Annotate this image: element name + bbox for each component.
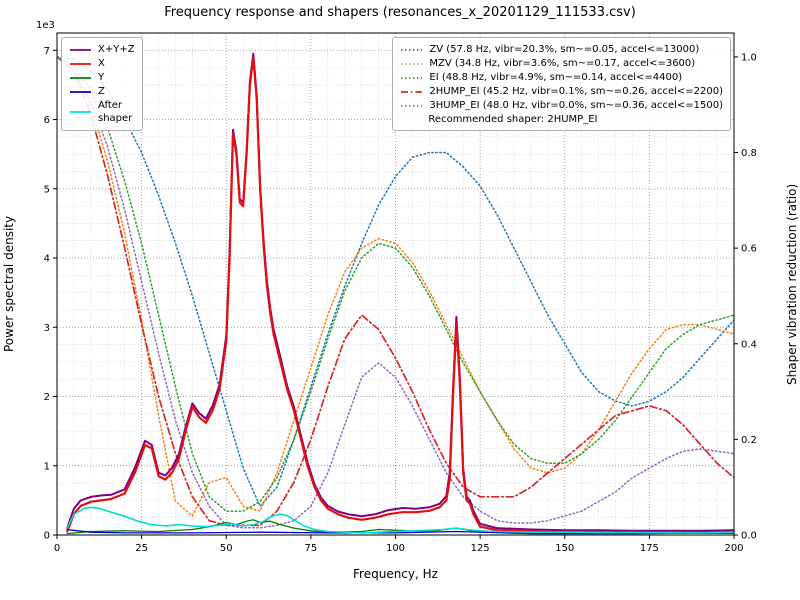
x-tick-label: 175 — [640, 543, 659, 554]
y-right-tick-label: 1.0 — [741, 52, 757, 63]
legend-line-sample — [401, 90, 423, 93]
recommended-shaper-note: Recommended shaper: 2HUMP_EI — [428, 114, 598, 125]
y-left-tick-label: 2 — [44, 392, 50, 403]
y-axis-right-label: Shaper vibration reduction (ratio) — [785, 183, 799, 385]
legend-line-sample — [401, 62, 423, 65]
x-tick-label: 50 — [220, 543, 233, 554]
series-mzv — [57, 56, 734, 517]
x-tick-label: 150 — [555, 543, 574, 554]
legend-label: MZV (34.8 Hz, vibr=3.6%, sm~=0.17, accel… — [429, 58, 696, 69]
x-tick-label: 200 — [724, 543, 743, 554]
y-right-tick-label: 0.4 — [741, 339, 757, 350]
legend-line-sample — [70, 62, 91, 65]
legend-label: X+Y+Z — [98, 44, 135, 55]
psd-legend: X+Y+Z X Y Z After shaper — [61, 37, 143, 131]
series-zv — [57, 56, 734, 508]
legend-line-sample — [401, 76, 423, 79]
y-axis-offset-label: 1e3 — [36, 20, 55, 31]
y-left-tick-label: 7 — [44, 46, 50, 57]
series-z — [66, 528, 734, 535]
legend-item: X — [69, 57, 135, 70]
legend-label: EI (48.8 Hz, vibr=4.9%, sm~=0.14, accel<… — [429, 72, 683, 83]
chart-title: Frequency response and shapers (resonanc… — [164, 5, 636, 20]
legend-item: EI (48.8 Hz, vibr=4.9%, sm~=0.14, accel<… — [400, 71, 723, 84]
legend-line-sample — [70, 76, 91, 79]
legend-item: After shaper — [69, 99, 135, 125]
legend-item: Z — [69, 85, 135, 98]
y-left-tick-label: 1 — [44, 461, 50, 472]
legend-line-sample — [70, 48, 91, 51]
y-left-tick-label: 3 — [44, 323, 50, 334]
y-left-tick-label: 0 — [44, 531, 50, 542]
legend-label: ZV (57.8 Hz, vibr=20.3%, sm~=0.05, accel… — [429, 44, 700, 55]
legend-item: 2HUMP_EI (45.2 Hz, vibr=0.1%, sm~=0.26, … — [400, 85, 723, 98]
x-tick-label: 25 — [135, 543, 148, 554]
legend-item: Y — [69, 71, 135, 84]
legend-label: 3HUMP_EI (48.0 Hz, vibr=0.0%, sm~=0.36, … — [429, 100, 723, 111]
legend-item: 3HUMP_EI (48.0 Hz, vibr=0.0%, sm~=0.36, … — [400, 99, 723, 112]
series-3hump_ei — [57, 56, 734, 529]
tick-layer: 0 25 50 75 100 125 150 175 200 0 1 2 3 4 5 6 7 0.0 0.2 0.4 0… — [44, 46, 757, 554]
legend-item: MZV (34.8 Hz, vibr=3.6%, sm~=0.17, accel… — [400, 57, 723, 70]
x-tick-label: 75 — [305, 543, 318, 554]
x-axis-label: Frequency, Hz — [353, 567, 438, 581]
y-right-tick-label: 0.6 — [741, 244, 757, 255]
legend-item: ZV (57.8 Hz, vibr=20.3%, sm~=0.05, accel… — [400, 43, 723, 56]
legend-line-sample — [70, 90, 91, 93]
series-layer — [57, 52, 734, 535]
legend-label: After shaper — [98, 100, 133, 124]
y-right-tick-label: 0.0 — [741, 531, 757, 542]
legend-line-sample — [401, 104, 423, 107]
legend-line-sample — [70, 111, 91, 113]
series-2hump_ei — [57, 56, 734, 527]
legend-label: X — [98, 58, 105, 69]
y-right-tick-label: 0.8 — [741, 148, 757, 159]
y-axis-left-label: Power spectral density — [2, 215, 16, 353]
legend-line-sample — [401, 48, 423, 51]
legend-label: Z — [98, 86, 105, 97]
y-left-tick-label: 5 — [44, 184, 50, 195]
y-left-tick-label: 4 — [44, 254, 50, 265]
legend-label: Y — [98, 72, 105, 83]
legend-label: 2HUMP_EI (45.2 Hz, vibr=0.1%, sm~=0.26, … — [429, 86, 723, 97]
y-right-tick-label: 0.2 — [741, 435, 757, 446]
series-ei — [57, 56, 734, 512]
x-tick-label: 100 — [386, 543, 405, 554]
series-x — [66, 56, 734, 534]
shaper-legend: ZV (57.8 Hz, vibr=20.3%, sm~=0.05, accel… — [392, 37, 731, 131]
series-after-shaper — [66, 506, 734, 534]
x-tick-label: 125 — [471, 543, 490, 554]
x-tick-label: 0 — [54, 543, 60, 554]
legend-item: X+Y+Z — [69, 43, 135, 56]
y-left-tick-label: 6 — [44, 115, 50, 126]
